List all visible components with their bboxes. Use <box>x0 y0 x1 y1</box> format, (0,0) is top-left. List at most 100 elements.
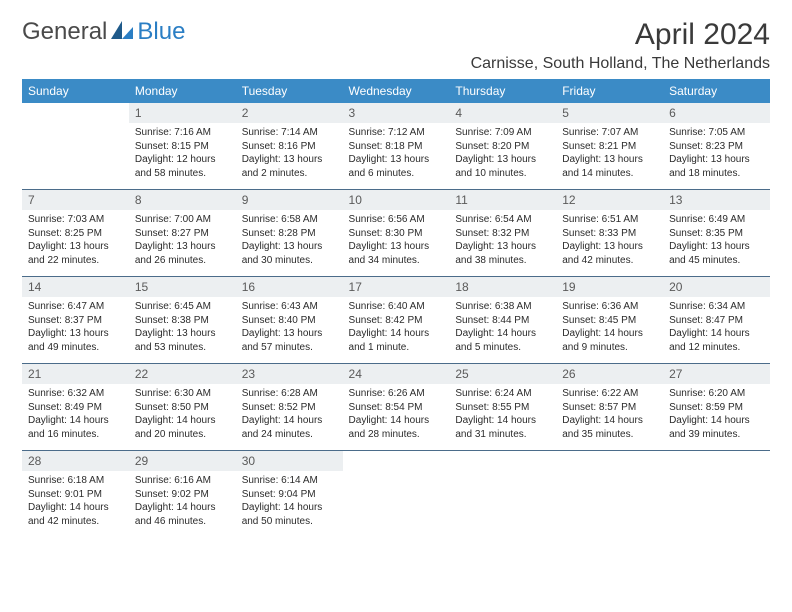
day-content: Sunrise: 6:38 AMSunset: 8:44 PMDaylight:… <box>449 297 556 358</box>
sunrise-text: Sunrise: 7:12 AM <box>349 126 444 140</box>
calendar-row: 7 Sunrise: 7:03 AMSunset: 8:25 PM Daylight… <box>22 190 770 277</box>
day-content: Sunrise: 6:32 AMSunset: 8:49 PMDaylight:… <box>22 384 129 445</box>
sunset-text: Sunset: 8:25 PM <box>28 227 123 241</box>
calendar-cell <box>343 451 450 538</box>
day-content: Sunrise: 6:51 AMSunset: 8:33 PMDaylight:… <box>556 210 663 271</box>
sunset-text: Sunset: 8:28 PM <box>242 227 337 241</box>
calendar-cell: 10Sunrise: 6:56 AMSunset: 8:30 PMDayligh… <box>343 190 450 277</box>
sunrise-text: Sunrise: 6:45 AM <box>135 300 230 314</box>
sunset-text: Sunset: 9:01 PM <box>28 488 123 502</box>
day-content: Sunrise: 6:16 AMSunset: 9:02 PMDaylight:… <box>129 471 236 532</box>
day-number: 30 <box>236 451 343 471</box>
calendar-row: 21Sunrise: 6:32 AMSunset: 8:49 PMDayligh… <box>22 364 770 451</box>
daylight-text: Daylight: 13 hours and 18 minutes. <box>669 153 764 180</box>
calendar-row: 14Sunrise: 6:47 AMSunset: 8:37 PMDayligh… <box>22 277 770 364</box>
day-content: Sunrise: 6:26 AMSunset: 8:54 PMDaylight:… <box>343 384 450 445</box>
sunrise-text: Sunrise: 7:05 AM <box>669 126 764 140</box>
calendar-cell: 9Sunrise: 6:58 AMSunset: 8:28 PMDaylight… <box>236 190 343 277</box>
sunrise-text: Sunrise: 7:14 AM <box>242 126 337 140</box>
sunrise-text: Sunrise: 7:16 AM <box>135 126 230 140</box>
sunset-text: Sunset: 8:33 PM <box>562 227 657 241</box>
sunrise-text: Sunrise: 6:22 AM <box>562 387 657 401</box>
daylight-text: Daylight: 13 hours and 10 minutes. <box>455 153 550 180</box>
calendar-cell: 1Sunrise: 7:16 AMSunset: 8:15 PMDaylight… <box>129 103 236 190</box>
daylight-text: Daylight: 14 hours and 24 minutes. <box>242 414 337 441</box>
day-number: 21 <box>22 364 129 384</box>
sunrise-text: Sunrise: 6:20 AM <box>669 387 764 401</box>
calendar-cell: 16Sunrise: 6:43 AMSunset: 8:40 PMDayligh… <box>236 277 343 364</box>
sunrise-text: Sunrise: 6:18 AM <box>28 474 123 488</box>
sunrise-text: Sunrise: 6:28 AM <box>242 387 337 401</box>
sunset-text: Sunset: 8:59 PM <box>669 401 764 415</box>
calendar-cell: 22Sunrise: 6:30 AMSunset: 8:50 PMDayligh… <box>129 364 236 451</box>
day-number: 3 <box>343 103 450 123</box>
daylight-text: Daylight: 14 hours and 42 minutes. <box>28 501 123 528</box>
sunset-text: Sunset: 8:49 PM <box>28 401 123 415</box>
daylight-text: Daylight: 13 hours and 14 minutes. <box>562 153 657 180</box>
daylight-text: Daylight: 14 hours and 28 minutes. <box>349 414 444 441</box>
daylight-text: Daylight: 13 hours and 42 minutes. <box>562 240 657 267</box>
col-monday: Monday <box>129 79 236 103</box>
calendar-cell: 15Sunrise: 6:45 AMSunset: 8:38 PMDayligh… <box>129 277 236 364</box>
sunrise-text: Sunrise: 7:00 AM <box>135 213 230 227</box>
sunrise-text: Sunrise: 6:43 AM <box>242 300 337 314</box>
calendar-cell: 2Sunrise: 7:14 AMSunset: 8:16 PMDaylight… <box>236 103 343 190</box>
calendar-cell: 18Sunrise: 6:38 AMSunset: 8:44 PMDayligh… <box>449 277 556 364</box>
calendar-cell: 26Sunrise: 6:22 AMSunset: 8:57 PMDayligh… <box>556 364 663 451</box>
day-content: Sunrise: 6:40 AMSunset: 8:42 PMDaylight:… <box>343 297 450 358</box>
sunset-text: Sunset: 8:27 PM <box>135 227 230 241</box>
daylight-text: Daylight: 13 hours and 57 minutes. <box>242 327 337 354</box>
day-number: 1 <box>129 103 236 123</box>
sunset-text: Sunset: 8:20 PM <box>455 140 550 154</box>
col-wednesday: Wednesday <box>343 79 450 103</box>
day-content: Sunrise: 7:00 AMSunset: 8:27 PMDaylight:… <box>129 210 236 271</box>
daylight-text: Daylight: 13 hours and 34 minutes. <box>349 240 444 267</box>
sunset-text: Sunset: 8:37 PM <box>28 314 123 328</box>
day-number: 28 <box>22 451 129 471</box>
day-content: Sunrise: 6:58 AMSunset: 8:28 PMDaylight:… <box>236 210 343 271</box>
daylight-text: Daylight: 14 hours and 35 minutes. <box>562 414 657 441</box>
daylight-text: Daylight: 13 hours and 30 minutes. <box>242 240 337 267</box>
day-content: Sunrise: 6:22 AMSunset: 8:57 PMDaylight:… <box>556 384 663 445</box>
sunset-text: Sunset: 8:54 PM <box>349 401 444 415</box>
sunset-text: Sunset: 8:50 PM <box>135 401 230 415</box>
daylight-text: Daylight: 13 hours and 49 minutes. <box>28 327 123 354</box>
daylight-text: Daylight: 13 hours and 45 minutes. <box>669 240 764 267</box>
day-number: 10 <box>343 190 450 210</box>
day-number: 12 <box>556 190 663 210</box>
day-content: Sunrise: 6:28 AMSunset: 8:52 PMDaylight:… <box>236 384 343 445</box>
day-number: 22 <box>129 364 236 384</box>
day-number: 24 <box>343 364 450 384</box>
logo: General Blue <box>22 18 185 46</box>
day-number: 14 <box>22 277 129 297</box>
calendar-cell: 20Sunrise: 6:34 AMSunset: 8:47 PMDayligh… <box>663 277 770 364</box>
day-number: 8 <box>129 190 236 210</box>
calendar-cell: 12Sunrise: 6:51 AMSunset: 8:33 PMDayligh… <box>556 190 663 277</box>
day-number: 9 <box>236 190 343 210</box>
sunset-text: Sunset: 8:52 PM <box>242 401 337 415</box>
day-content: Sunrise: 6:43 AMSunset: 8:40 PMDaylight:… <box>236 297 343 358</box>
col-friday: Friday <box>556 79 663 103</box>
sunset-text: Sunset: 8:57 PM <box>562 401 657 415</box>
day-content: Sunrise: 7:14 AMSunset: 8:16 PMDaylight:… <box>236 123 343 184</box>
sunrise-text: Sunrise: 6:40 AM <box>349 300 444 314</box>
calendar-cell: 4Sunrise: 7:09 AMSunset: 8:20 PMDaylight… <box>449 103 556 190</box>
calendar-cell: 8Sunrise: 7:00 AMSunset: 8:27 PMDaylight… <box>129 190 236 277</box>
day-number: 23 <box>236 364 343 384</box>
day-content: Sunrise: 7:05 AMSunset: 8:23 PMDaylight:… <box>663 123 770 184</box>
sunrise-text: Sunrise: 7:09 AM <box>455 126 550 140</box>
col-tuesday: Tuesday <box>236 79 343 103</box>
daylight-text: Daylight: 13 hours and 2 minutes. <box>242 153 337 180</box>
daylight-text: Daylight: 14 hours and 39 minutes. <box>669 414 764 441</box>
sunrise-text: Sunrise: 7:03 AM <box>28 213 123 227</box>
daylight-text: Daylight: 14 hours and 50 minutes. <box>242 501 337 528</box>
day-content: Sunrise: 6:18 AMSunset: 9:01 PMDaylight:… <box>22 471 129 532</box>
calendar-cell: 6Sunrise: 7:05 AMSunset: 8:23 PMDaylight… <box>663 103 770 190</box>
sunset-text: Sunset: 9:04 PM <box>242 488 337 502</box>
sunrise-text: Sunrise: 6:32 AM <box>28 387 123 401</box>
day-number: 7 <box>22 190 129 210</box>
day-content: Sunrise: 7:09 AMSunset: 8:20 PMDaylight:… <box>449 123 556 184</box>
calendar-cell <box>449 451 556 538</box>
day-number: 26 <box>556 364 663 384</box>
sunset-text: Sunset: 9:02 PM <box>135 488 230 502</box>
